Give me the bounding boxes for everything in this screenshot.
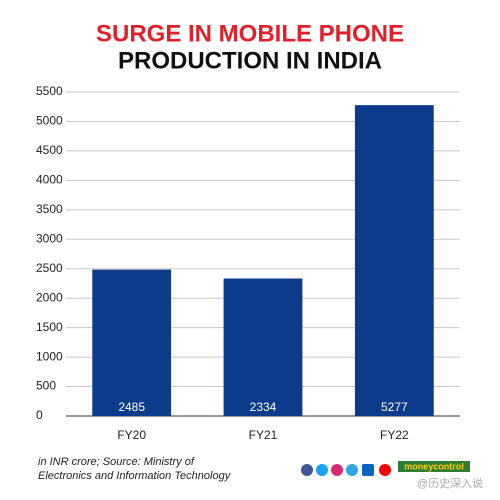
y-tick-label: 3500 bbox=[36, 202, 63, 216]
watermark: @历史深入说 bbox=[417, 476, 483, 490]
y-tick-label: 500 bbox=[36, 379, 56, 393]
icon bbox=[379, 464, 391, 476]
y-tick-label: 5000 bbox=[36, 114, 63, 128]
y-tick-label: 2000 bbox=[36, 290, 63, 304]
y-tick-label: 3000 bbox=[36, 231, 63, 245]
brand: moneycontrol bbox=[404, 461, 464, 471]
social-icons bbox=[301, 464, 391, 476]
bar bbox=[92, 269, 172, 416]
value-label: 2485 bbox=[118, 400, 145, 414]
x-tick-label: FY20 bbox=[117, 428, 146, 442]
icon bbox=[331, 464, 343, 476]
icon bbox=[316, 464, 328, 476]
bar bbox=[354, 105, 434, 417]
icon bbox=[301, 464, 313, 476]
icon bbox=[346, 464, 358, 476]
value-label: 2334 bbox=[250, 400, 277, 414]
y-tick-label: 1500 bbox=[36, 320, 63, 334]
y-tick-label: 0 bbox=[36, 408, 43, 422]
brand-box bbox=[398, 461, 470, 472]
x-tick-label: FY21 bbox=[249, 428, 278, 442]
y-tick-label: 5500 bbox=[36, 84, 63, 98]
source-note: in INR crore; Source: Ministry of bbox=[38, 456, 195, 468]
bar bbox=[223, 278, 303, 416]
y-tick-label: 1000 bbox=[36, 349, 63, 363]
value-label: 5277 bbox=[381, 400, 408, 414]
icon bbox=[362, 464, 374, 476]
chart-title: SURGE IN MOBILE PHONE bbox=[96, 20, 404, 47]
y-tick-label: 4000 bbox=[36, 173, 63, 187]
y-tick-label: 2500 bbox=[36, 261, 63, 275]
y-tick-label: 4500 bbox=[36, 143, 63, 157]
x-tick-label: FY22 bbox=[380, 428, 409, 442]
source-note: Electronics and Information Technology bbox=[38, 470, 232, 482]
chart-title: PRODUCTION IN INDIA bbox=[118, 47, 382, 74]
